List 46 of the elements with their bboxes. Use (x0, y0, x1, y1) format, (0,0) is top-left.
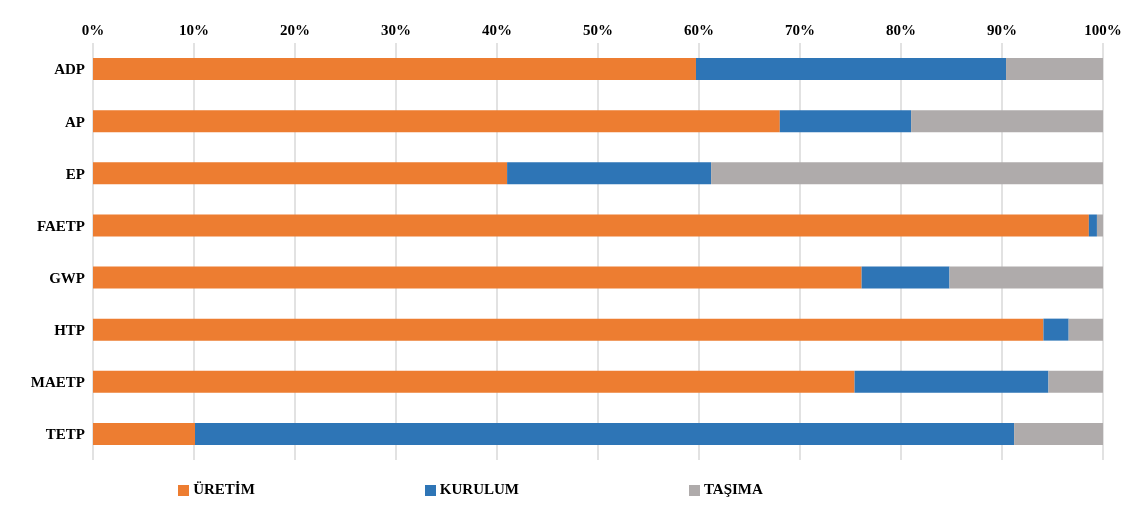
y-tick-label: MAETP (30, 374, 85, 391)
x-tick-label: 80% (886, 22, 916, 38)
bar (1014, 422, 1103, 445)
bar (1096, 214, 1103, 237)
y-tick-label: TETP (45, 426, 85, 443)
x-tick-label: 60% (684, 22, 714, 38)
bar (1006, 58, 1103, 80)
legend-label: KURULUM (439, 481, 519, 497)
bar (93, 266, 862, 289)
bar (93, 162, 508, 185)
x-tick-label: 90% (987, 22, 1017, 38)
x-tick-label: 50% (583, 22, 613, 38)
x-tick-label: 100% (1084, 22, 1122, 38)
bar (861, 266, 950, 289)
y-tick-label: ADP (54, 61, 85, 78)
y-tick-label: GWP (49, 269, 85, 286)
bar (911, 110, 1103, 133)
bar (1088, 214, 1097, 237)
y-tick-label: AP (65, 113, 85, 130)
bar (93, 370, 855, 393)
legend-label: TAŞIMA (703, 481, 763, 497)
bar (93, 318, 1044, 341)
legend-label: ÜRETİM (193, 481, 255, 497)
bar (949, 266, 1103, 289)
x-tick-label: 30% (381, 22, 411, 38)
bar (1048, 370, 1103, 393)
bar (854, 370, 1049, 393)
bar (93, 214, 1089, 237)
bar (695, 58, 1007, 80)
y-tick-label: HTP (54, 322, 85, 339)
x-tick-label: 20% (280, 22, 310, 38)
bar (779, 110, 912, 133)
y-tick-label: EP (65, 165, 85, 182)
bar (93, 422, 196, 445)
x-tick-label: 10% (179, 22, 209, 38)
x-tick-label: 40% (482, 22, 512, 38)
bar (711, 162, 1103, 185)
bar (195, 422, 1015, 445)
bar (507, 162, 712, 185)
x-tick-label: 0% (81, 22, 105, 38)
x-tick-label: 70% (785, 22, 815, 38)
y-tick-label: FAETP (36, 217, 85, 234)
bar (1043, 318, 1069, 341)
bar (93, 110, 780, 133)
bar (93, 58, 696, 80)
bar (1068, 318, 1103, 341)
